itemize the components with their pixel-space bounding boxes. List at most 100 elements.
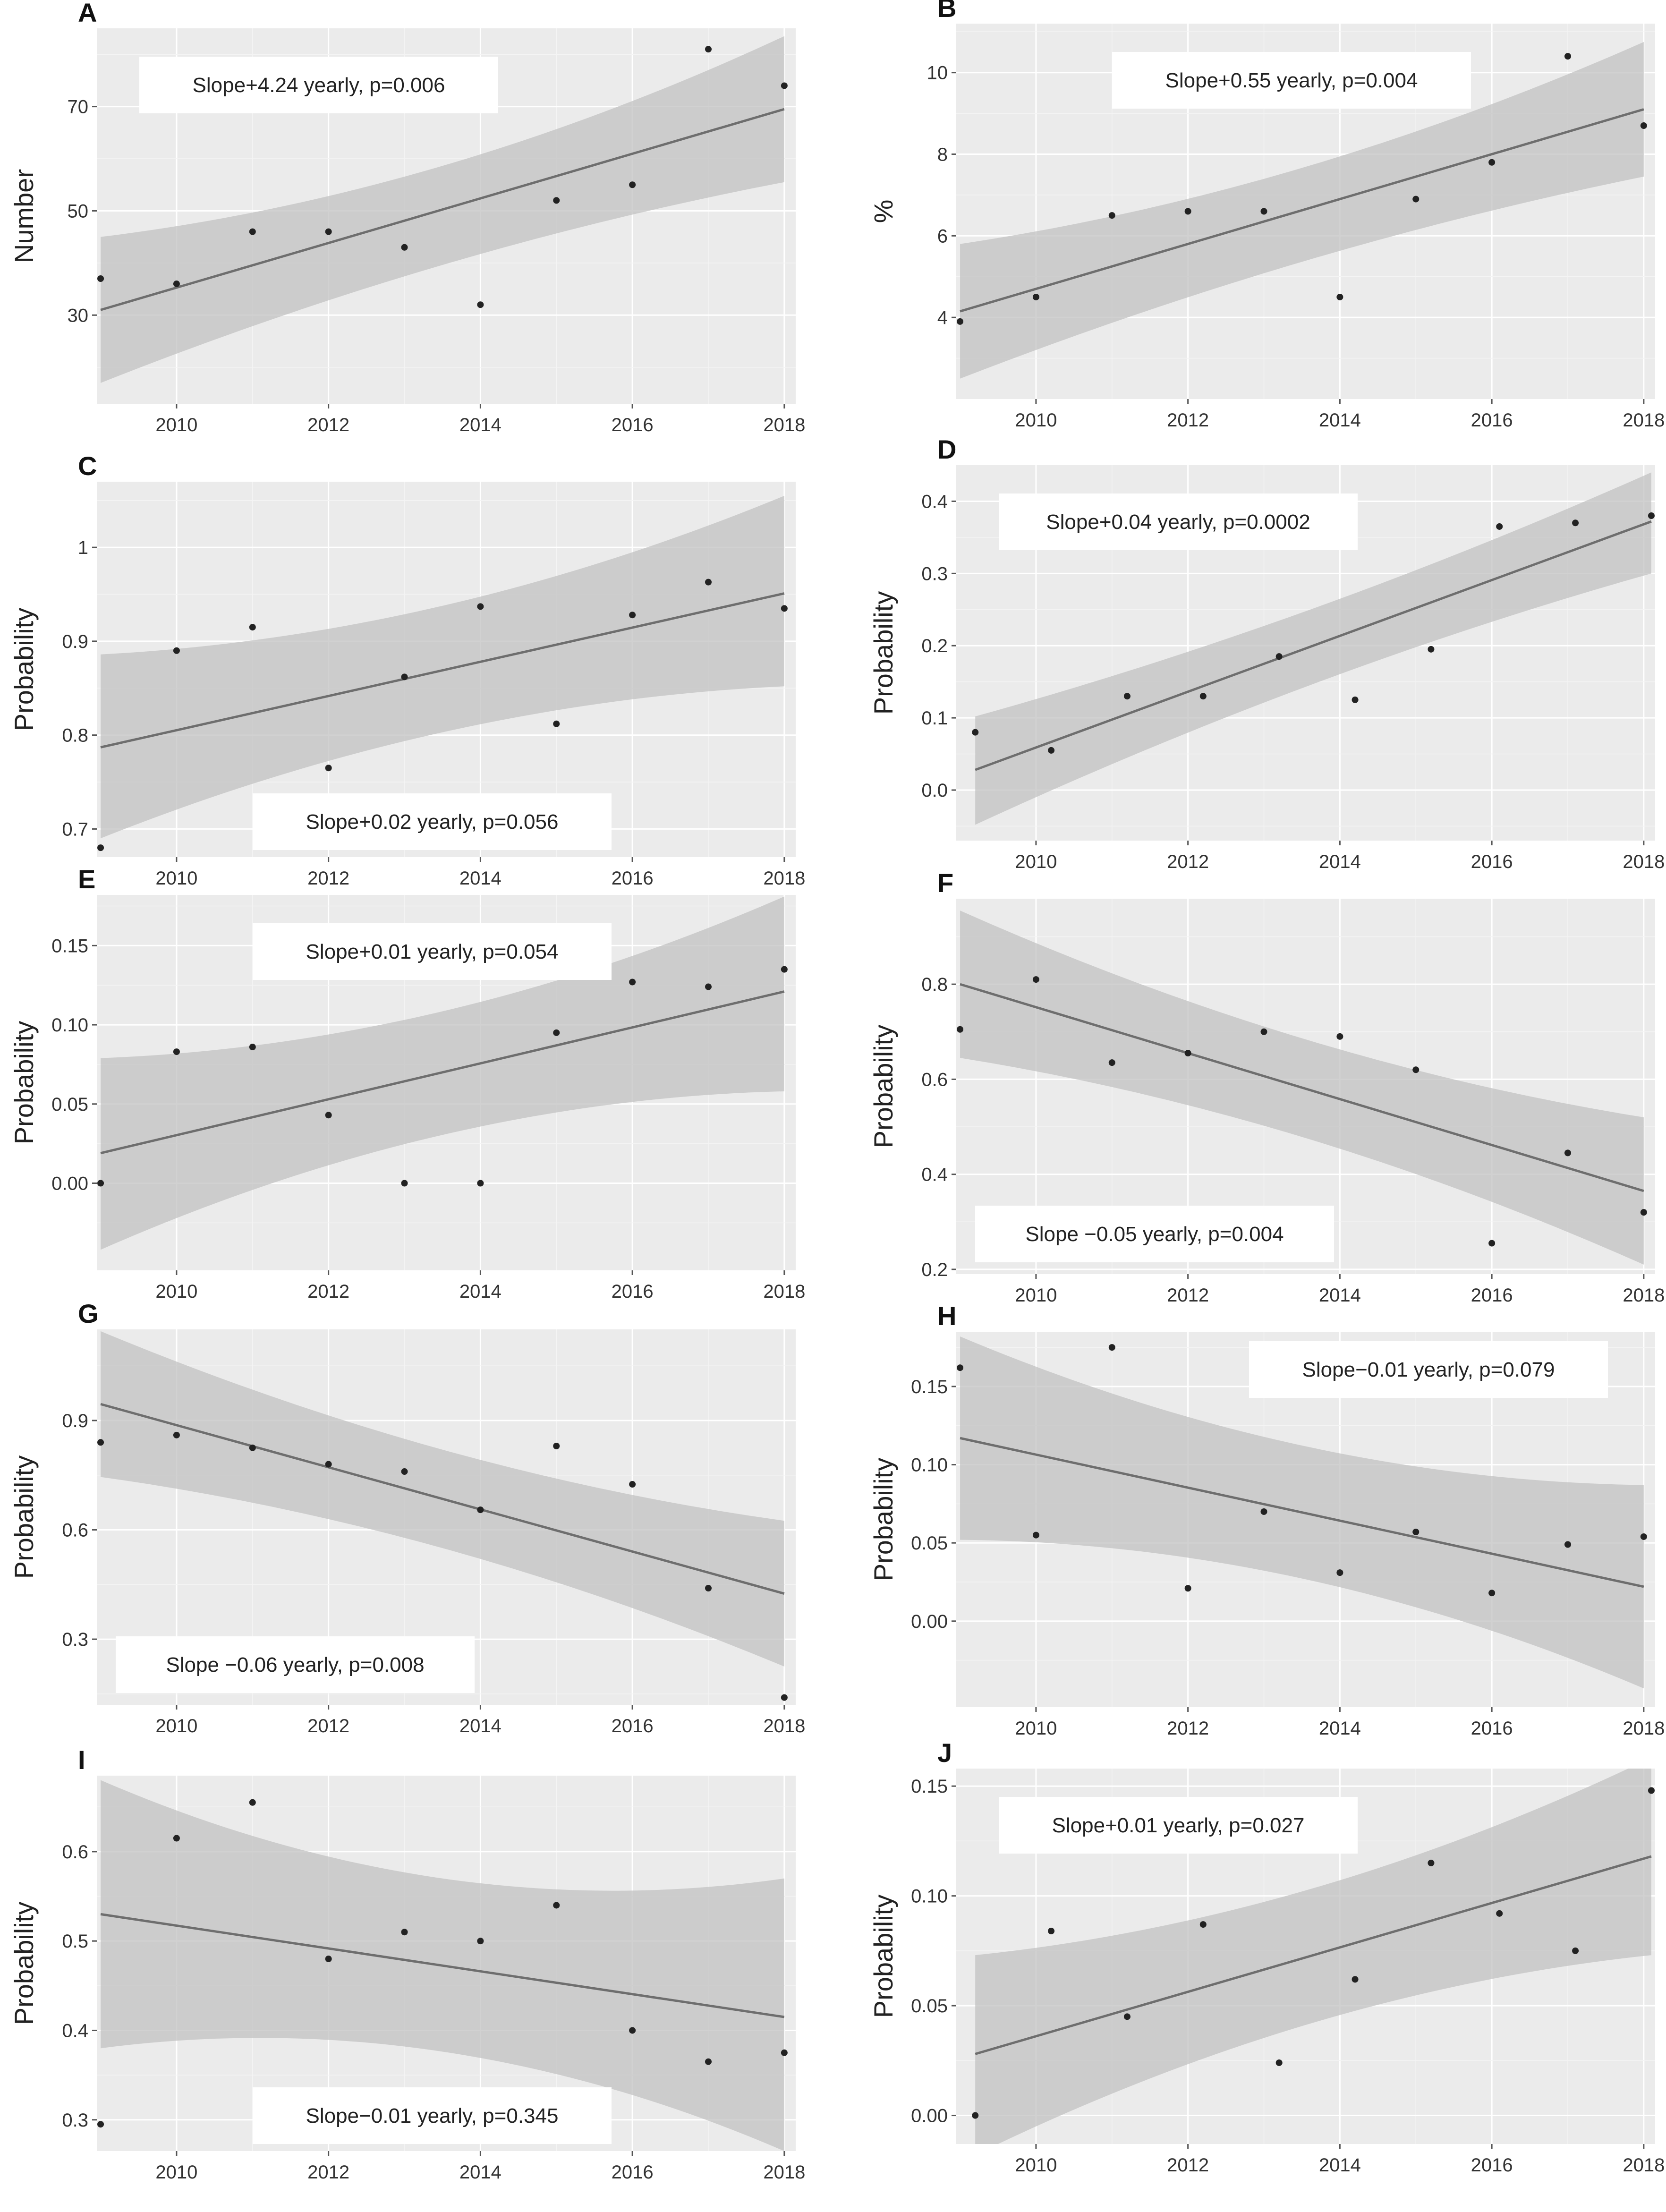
data-point (325, 1956, 332, 1963)
y-axis-title: Probability (9, 1021, 39, 1144)
regression-line (960, 1437, 1644, 1588)
annotation-text: Slope−0.01 yearly, p=0.345 (306, 2104, 559, 2127)
data-point (249, 1799, 256, 1806)
data-point (553, 197, 560, 204)
data-point (1412, 1529, 1420, 1535)
data-point (1123, 2013, 1130, 2020)
x-tick-label: 2010 (155, 415, 197, 435)
x-tick-label: 2010 (155, 1281, 197, 1302)
data-point (97, 2121, 104, 2128)
data-point (1564, 1541, 1571, 1548)
annotation-text: Slope+0.04 yearly, p=0.0002 (1046, 510, 1310, 534)
x-tick-label: 2010 (155, 2162, 197, 2183)
x-tick-label: 2014 (1319, 410, 1361, 431)
regression-line (975, 520, 1652, 771)
data-point (1184, 1585, 1191, 1592)
data-point (1564, 1149, 1571, 1157)
data-point (1428, 1859, 1435, 1866)
panel-i: 0.3 0.4 0.5 0.6 2010 2012 2014 2016 2018 Probabil… (9, 1745, 805, 2183)
regression-line (100, 1403, 785, 1595)
x-tick-label: 2016 (1471, 2155, 1513, 2176)
panel-letter: F (937, 868, 953, 898)
x-tick-label: 2014 (459, 868, 502, 889)
panel-h: 0.00 0.05 0.10 0.15 2010 2012 2014 2016 2018 Prob… (868, 1301, 1665, 1739)
y-tick-label: 10 (927, 63, 948, 84)
data-point (249, 624, 256, 631)
data-point (1640, 122, 1647, 129)
y-tick-label: 0.9 (62, 631, 88, 652)
data-point (1488, 159, 1496, 166)
x-tick-label: 2014 (459, 2162, 502, 2183)
annotation: Slope −0.05 yearly, p=0.004 (975, 1206, 1334, 1262)
data-point (325, 765, 332, 772)
data-point (1564, 53, 1571, 60)
y-axis-title: Probability (9, 1902, 39, 2025)
x-tick-label: 2016 (612, 1281, 654, 1302)
y-tick-label: 0.6 (62, 1520, 88, 1541)
panel-e: 0.00 0.05 0.10 0.15 2010 2012 2014 2016 2018 Prob… (9, 864, 805, 1302)
data-point (325, 228, 332, 235)
data-point (1488, 1590, 1496, 1597)
x-tick-label: 2012 (307, 1281, 349, 1302)
data-point (173, 1835, 180, 1842)
data-point (249, 1044, 256, 1051)
data-point (1496, 1910, 1503, 1917)
data-point (781, 2049, 788, 2056)
regression-line (960, 983, 1644, 1192)
data-point (781, 966, 788, 973)
data-point (401, 1929, 408, 1936)
y-tick-label: 30 (68, 305, 89, 326)
y-tick-label: 0.8 (921, 974, 948, 995)
confidence-band (101, 495, 784, 839)
data-point (401, 673, 408, 681)
y-tick-label: 0.3 (921, 563, 948, 584)
data-point (1260, 1028, 1267, 1035)
data-point (1275, 2059, 1283, 2066)
y-tick-label: 0.15 (51, 936, 88, 956)
data-point (1496, 523, 1503, 530)
x-tick-label: 2016 (612, 868, 654, 889)
x-tick-label: 2012 (307, 415, 349, 435)
data-point (325, 1461, 332, 1468)
annotation-text: Slope+0.55 yearly, p=0.004 (1165, 69, 1418, 92)
data-point (1032, 1531, 1039, 1539)
data-point (401, 1468, 408, 1475)
x-tick-label: 2016 (1471, 851, 1513, 872)
panel-letter: G (78, 1299, 99, 1328)
regression-line (100, 1913, 785, 2018)
data-point (957, 318, 964, 325)
y-tick-label: 0.10 (911, 1455, 948, 1476)
data-point (629, 2027, 636, 2034)
data-point (553, 1029, 560, 1036)
y-tick-label: 0.4 (62, 2020, 88, 2041)
y-axis-title: Probability (868, 1458, 898, 1581)
y-tick-label: 0.0 (921, 780, 948, 801)
annotation-text: Slope−0.01 yearly, p=0.079 (1302, 1358, 1555, 1381)
data-point (325, 1112, 332, 1119)
data-point (1572, 1947, 1579, 1954)
panel-d: 0.0 0.1 0.2 0.3 0.4 2010 2012 2014 2016 2018 Proba… (868, 434, 1665, 872)
data-point (477, 1938, 484, 1945)
annotation-box (975, 1206, 1334, 1262)
panel-f: 0.2 0.4 0.6 0.8 2010 2012 2014 2016 2018 Probabil… (868, 868, 1665, 1306)
x-tick-label: 2010 (155, 1716, 197, 1736)
data-point (629, 181, 636, 188)
x-tick-label: 2012 (307, 1716, 349, 1736)
x-tick-label: 2018 (763, 2162, 805, 2183)
y-tick-label: 0.1 (921, 708, 948, 729)
y-tick-label: 0.7 (62, 819, 88, 840)
data-point (957, 1026, 964, 1033)
data-point (1199, 1921, 1207, 1928)
annotation: Slope+0.02 yearly, p=0.056 (253, 793, 612, 850)
data-point (972, 729, 979, 736)
regression-line (100, 592, 785, 749)
y-tick-label: 1 (78, 537, 88, 558)
x-tick-label: 2012 (1167, 1718, 1209, 1739)
y-tick-label: 0.2 (921, 1259, 948, 1280)
x-tick-label: 2012 (1167, 2155, 1209, 2176)
y-axis-title: Probability (868, 591, 898, 715)
annotation-box (999, 493, 1358, 550)
data-point (401, 244, 408, 251)
y-tick-label: 0.6 (62, 1842, 88, 1863)
x-tick-label: 2016 (1471, 1718, 1513, 1739)
